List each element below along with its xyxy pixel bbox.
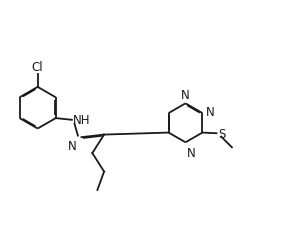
Text: NH: NH — [73, 113, 91, 126]
Text: N: N — [67, 139, 76, 152]
Text: N: N — [187, 146, 196, 159]
Text: Cl: Cl — [32, 60, 43, 74]
Text: S: S — [218, 127, 225, 140]
Text: N: N — [181, 88, 190, 101]
Text: N: N — [205, 106, 214, 119]
